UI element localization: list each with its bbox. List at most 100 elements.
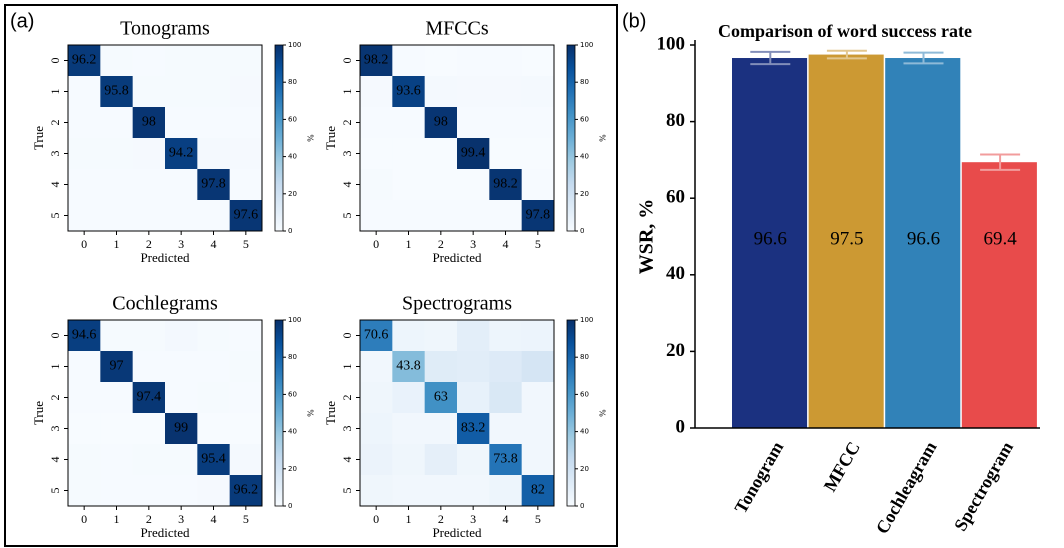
heatmap-cell [489,413,523,445]
x-tick-label: 3 [178,237,184,251]
cell-label: 99.4 [461,146,486,161]
colorbar [566,319,576,507]
colorbar-tick-label: 80 [288,78,297,86]
colorbar [274,319,284,507]
x-tick-label: 5 [243,512,249,526]
x-tick-label: Cochleagram [872,438,941,537]
heatmap-cell [197,382,231,414]
x-tick-label: 5 [535,512,541,526]
heatmap-cell [521,76,555,108]
colorbar-tick-label: 60 [580,390,589,398]
cell-label: 96.2 [72,53,97,68]
heatmap-cell [360,169,393,201]
heatmap-cell [68,138,101,170]
heatmap-cell [392,107,426,139]
x-tick-label: Spectrogram [950,438,1017,534]
heatmap-cell [197,444,231,476]
x-tick-label: 4 [503,237,509,251]
error-bar [980,153,1021,171]
panel-frame [4,4,618,547]
heatmap-cell [424,475,458,507]
heatmap-title: Spectrograms [402,293,512,315]
heatmap-cell [68,475,101,507]
colorbar-tick-label: 80 [288,353,297,361]
heatmap-cell [68,169,101,201]
heatmap-title: Tonograms [120,18,210,40]
y-tick-label: 4 [340,457,354,463]
y-axis-label: True [31,126,46,150]
cell-label: 98 [142,115,156,130]
error-bar [903,51,944,65]
heatmap-cell [100,444,134,476]
cell-label: 98.2 [493,177,518,192]
heatmap-cell [165,169,198,201]
heatmap-cell [165,320,198,352]
heatmap-cell [68,200,101,232]
heatmap-cell [424,351,458,383]
x-tick-label: 0 [81,237,87,251]
heatmap-frame [67,44,263,232]
y-tick-label: 40 [666,263,685,284]
heatmap-cell [132,76,166,108]
colorbar-tick-label: 60 [288,115,297,123]
y-tick-label: 1 [48,89,62,95]
value-label: 97.5 [830,228,863,249]
heatmap-cell [521,138,555,170]
heatmap-cell [424,413,458,445]
colorbar-tick-label: 40 [580,153,589,161]
heatmap-cell [229,413,263,445]
heatmap-cell [100,320,134,352]
heatmap-cell [197,320,231,352]
y-tick-label: 100 [657,33,686,54]
y-tick-label: 2 [340,120,354,126]
heatmap-cell [229,475,263,507]
heatmap-cell [392,320,426,352]
x-tick-label: 0 [373,512,379,526]
heatmap-cell [489,200,523,232]
y-tick-label: 2 [340,395,354,401]
heatmap-cell [132,138,166,170]
cell-label: 98.2 [364,53,389,68]
heatmap-cell [229,138,263,170]
heatmap-cell [229,382,263,414]
heatmap-cell [489,320,523,352]
heatmap-cell [392,200,426,232]
x-axis-label: Predicted [140,250,190,265]
y-tick-label: 20 [666,340,685,361]
cell-label: 97.8 [526,208,551,223]
heatmap-cell [100,382,134,414]
heatmap-cell [100,413,134,445]
heatmap-cell [100,169,134,201]
heatmap-frame [359,44,555,232]
heatmap-cell [132,320,166,352]
x-tick-label: 2 [146,237,152,251]
colorbar-tick-label: 40 [288,428,297,436]
heatmap-cell [68,45,101,77]
heatmap-cell [165,444,198,476]
heatmap-cell [68,107,101,139]
x-tick-label: 2 [438,512,444,526]
heatmap-cell [229,200,263,232]
y-tick-label: 2 [48,120,62,126]
colorbar-tick-label: 40 [288,153,297,161]
cell-label: 82 [531,483,545,498]
heatmap-cell [392,169,426,201]
heatmap-cell [392,475,426,507]
x-tick-label: 4 [211,237,217,251]
heatmap-cell [457,138,490,170]
x-tick-label: 1 [114,512,120,526]
heatmap-cell [489,475,523,507]
heatmap-cell [489,138,523,170]
x-tick-label: 0 [373,237,379,251]
panel-label: (a) [10,10,34,32]
value-label: 69.4 [983,228,1017,249]
heatmap-cell [360,138,393,170]
cell-label: 93.6 [396,84,421,99]
cell-label: 99 [174,421,188,436]
cell-label: 83.2 [461,421,486,436]
heatmap-cell [360,413,393,445]
heatmap-cell [229,45,263,77]
panel-label: (b) [622,10,646,32]
x-tick-label: 0 [81,512,87,526]
heatmap-cell [489,76,523,108]
